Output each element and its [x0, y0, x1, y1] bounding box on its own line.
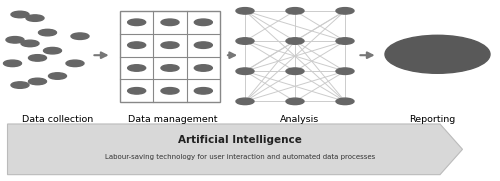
Circle shape: [194, 88, 212, 94]
Circle shape: [128, 88, 146, 94]
Circle shape: [28, 78, 46, 85]
Circle shape: [11, 82, 29, 88]
Text: Artificial Intelligence: Artificial Intelligence: [178, 135, 302, 145]
Circle shape: [236, 98, 254, 105]
Circle shape: [48, 73, 66, 79]
Circle shape: [6, 37, 24, 43]
Circle shape: [161, 19, 179, 26]
Circle shape: [28, 55, 46, 61]
Circle shape: [236, 8, 254, 14]
Circle shape: [336, 38, 354, 44]
Circle shape: [286, 98, 304, 105]
Circle shape: [286, 8, 304, 14]
Circle shape: [26, 15, 44, 21]
FancyArrow shape: [8, 124, 462, 175]
Circle shape: [194, 42, 212, 48]
Circle shape: [128, 19, 146, 26]
Circle shape: [11, 11, 29, 18]
Circle shape: [21, 40, 39, 47]
Circle shape: [336, 68, 354, 74]
Circle shape: [194, 65, 212, 71]
Circle shape: [44, 47, 62, 54]
Circle shape: [4, 60, 22, 67]
Text: Analysis: Analysis: [280, 115, 320, 124]
Circle shape: [66, 60, 84, 67]
Text: Labour-saving technology for user interaction and automated data processes: Labour-saving technology for user intera…: [105, 154, 375, 161]
Circle shape: [128, 42, 146, 48]
Circle shape: [194, 19, 212, 26]
Circle shape: [286, 38, 304, 44]
Circle shape: [236, 68, 254, 74]
Circle shape: [286, 68, 304, 74]
Circle shape: [38, 29, 56, 36]
Circle shape: [336, 8, 354, 14]
Circle shape: [128, 65, 146, 71]
Circle shape: [336, 98, 354, 105]
Text: Reporting: Reporting: [410, 115, 456, 124]
Circle shape: [161, 42, 179, 48]
Circle shape: [71, 33, 89, 39]
Text: Data collection: Data collection: [22, 115, 93, 124]
Bar: [120, 11, 220, 102]
Text: Data management: Data management: [128, 115, 217, 124]
Circle shape: [161, 88, 179, 94]
Circle shape: [385, 35, 490, 73]
Circle shape: [236, 38, 254, 44]
Circle shape: [161, 65, 179, 71]
